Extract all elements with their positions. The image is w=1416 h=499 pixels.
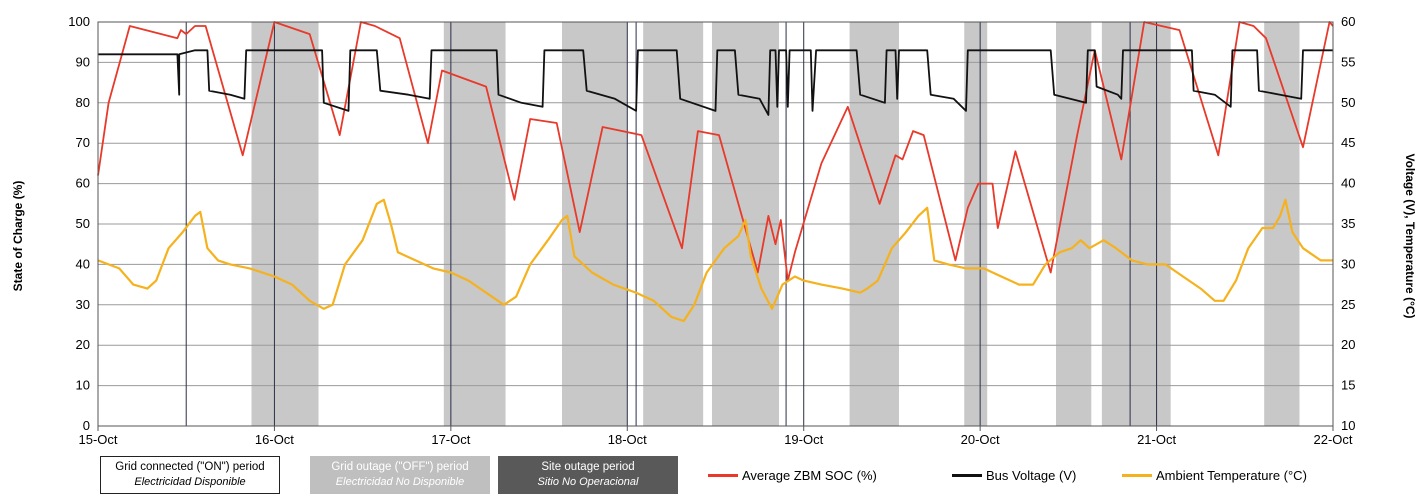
y-left-tick-label: 10 (76, 378, 90, 393)
legend-grid-outage: Grid outage ("OFF") period Electricidad … (310, 456, 490, 494)
legend-site-outage-sublabel: Sitio No Operacional (537, 476, 639, 488)
legend-ambient-temp-swatch (1122, 474, 1152, 477)
series-line-1 (98, 49, 1333, 116)
y-right-tick-label: 25 (1341, 297, 1355, 312)
legend-bus-voltage: Bus Voltage (V) (952, 468, 1076, 483)
legend-soc-label: Average ZBM SOC (%) (742, 468, 877, 483)
legend-soc-swatch (708, 474, 738, 477)
legend-grid-outage-label: Grid outage ("OFF") period (331, 461, 469, 473)
plot-frame (97, 21, 1334, 427)
y-left-tick-label: 20 (76, 337, 90, 352)
marker-lines (185, 22, 1158, 426)
y-axis-left-title: State of Charge (%) (11, 181, 25, 292)
y-left-tick-label: 70 (76, 135, 90, 150)
x-tick-label: 15-Oct (78, 432, 117, 447)
y-axis-right-title: Voltage (V), Temperature (°C) (1403, 153, 1416, 318)
x-tick-label: 21-Oct (1137, 432, 1176, 447)
legend-bus-voltage-label: Bus Voltage (V) (986, 468, 1077, 483)
x-tick-label: 18-Oct (608, 432, 647, 447)
legend-site-outage-label: Site outage period (541, 461, 635, 473)
y-right-tick-label: 30 (1341, 256, 1355, 271)
x-tick-label: 19-Oct (784, 432, 823, 447)
y-left-tick-label: 90 (76, 54, 90, 69)
legend-grid-connected-sublabel: Electricidad Disponible (134, 476, 246, 488)
y-right-tick-label: 35 (1341, 216, 1355, 231)
y-left-tick-label: 40 (76, 256, 90, 271)
x-tick-label: 16-Oct (255, 432, 294, 447)
x-tick-label: 20-Oct (961, 432, 1000, 447)
y-right-tick-label: 50 (1341, 95, 1355, 110)
legend-bus-voltage-swatch (952, 474, 982, 477)
y-left-tick-label: 100 (68, 14, 90, 29)
y-left-tick-label: 50 (76, 216, 90, 231)
y-right-tick-label: 15 (1341, 378, 1355, 393)
series-line-2 (97, 198, 1333, 323)
y-right-tick-label: 40 (1341, 176, 1355, 191)
y-right-tick-label: 20 (1341, 337, 1355, 352)
y-right-tick-label: 10 (1341, 418, 1355, 433)
y-left-tick-label: 0 (83, 418, 90, 433)
y-right-tick-label: 45 (1341, 135, 1355, 150)
series-line-0 (97, 21, 1334, 282)
series-lines (97, 21, 1334, 323)
legend-grid-outage-sublabel: Electricidad No Disponible (335, 476, 465, 488)
x-tick-label: 17-Oct (431, 432, 470, 447)
legend-site-outage: Site outage period Sitio No Operacional (498, 456, 678, 494)
legend-grid-connected-label: Grid connected ("ON") period (115, 461, 265, 473)
y-right-tick-label: 55 (1341, 54, 1355, 69)
legend-ambient-temp-label: Ambient Temperature (°C) (1156, 468, 1307, 483)
y-right-tick-label: 60 (1341, 14, 1355, 29)
legend-soc: Average ZBM SOC (%) (708, 468, 877, 483)
legend-ambient-temp: Ambient Temperature (°C) (1122, 468, 1307, 483)
tick-labels: 0 10 20 30 40 50 60 70 80 90 100 10 15 20 25 30 35 40 45 50… (68, 14, 1355, 447)
y-left-tick-label: 60 (76, 176, 90, 191)
legend-grid-connected: Grid connected ("ON") period Electricida… (100, 456, 280, 494)
x-tick-label: 22-Oct (1313, 432, 1352, 447)
y-left-tick-label: 80 (76, 95, 90, 110)
axes (97, 21, 1334, 431)
y-left-tick-label: 30 (76, 297, 90, 312)
